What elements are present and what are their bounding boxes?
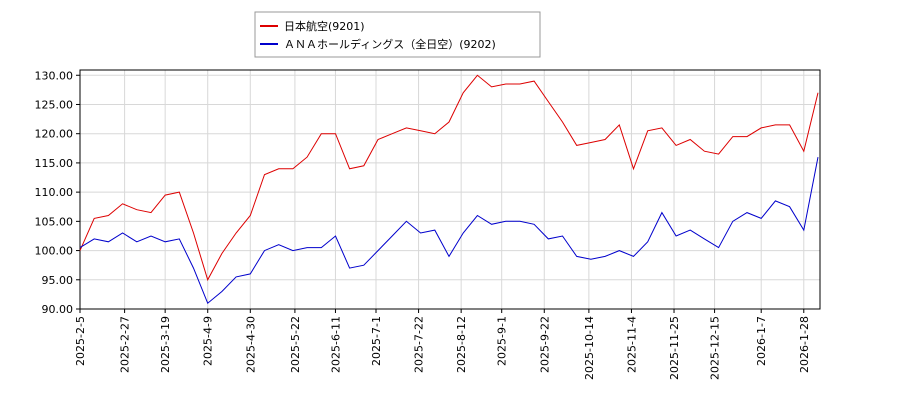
x-tick-label: 2025-8-12 <box>455 316 468 373</box>
y-tick-label: 125.00 <box>35 98 74 111</box>
x-tick-label: 2025-7-1 <box>370 316 383 366</box>
x-tick-label: 2025-9-22 <box>538 316 551 373</box>
y-tick-label: 120.00 <box>35 128 74 141</box>
y-tick-label: 105.00 <box>35 215 74 228</box>
x-tick-label: 2026-1-7 <box>755 316 768 366</box>
x-tick-label: 2025-4-30 <box>244 316 257 373</box>
x-tick-label: 2025-4-9 <box>202 316 215 366</box>
legend: 日本航空(9201) ＡＮＡホールディングス（全日空）(9202) <box>254 11 541 58</box>
series-line <box>79 157 819 305</box>
y-tick-label: 95.00 <box>42 274 74 287</box>
y-tick-label: 90.00 <box>42 303 74 316</box>
y-tick-label: 115.00 <box>35 157 74 170</box>
x-tick-label: 2025-3-19 <box>159 316 172 373</box>
legend-box <box>254 11 541 58</box>
x-tick-label: 2025-2-27 <box>119 316 132 373</box>
y-tick-label: 110.00 <box>35 186 74 199</box>
plot-frame <box>79 69 821 310</box>
x-tick-label: 2026-1-28 <box>798 316 811 373</box>
y-tick-label: 100.00 <box>35 245 74 258</box>
x-tick-label: 2025-10-14 <box>583 316 596 380</box>
x-tick-label: 2025-5-22 <box>289 316 302 373</box>
x-tick-label: 2025-9-1 <box>496 316 509 366</box>
legend-label: 日本航空(9201) <box>284 19 365 33</box>
x-tick-label: 2025-11-4 <box>625 316 638 373</box>
x-tick-label: 2025-2-5 <box>74 316 87 366</box>
x-tick-label: 2025-12-15 <box>709 316 722 380</box>
x-tick-label: 2025-6-11 <box>329 316 342 373</box>
series-line <box>79 74 819 282</box>
y-tick-label: 130.00 <box>35 69 74 82</box>
legend-label: ＡＮＡホールディングス（全日空）(9202) <box>284 37 496 51</box>
x-tick-label: 2025-7-22 <box>413 316 426 373</box>
x-tick-label: 2025-11-25 <box>668 316 681 380</box>
